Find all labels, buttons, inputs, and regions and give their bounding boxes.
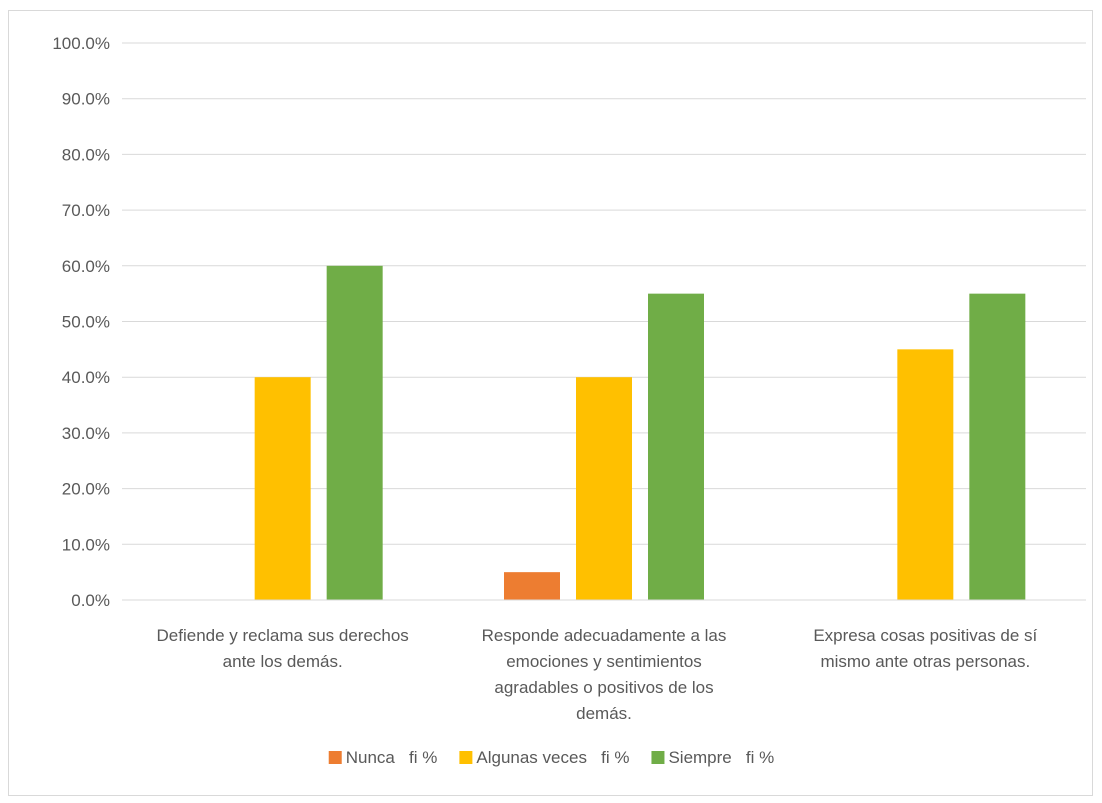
bar [326,265,383,600]
bar-chart: 0.0% 10.0% 20.0% 30.0% 40.0% 50.0% 60.0% 70.0% 8… [52,34,1086,767]
legend-swatch [651,751,665,764]
y-tick-label: 70.0% [62,201,110,220]
legend-label: Nunca fi % [346,748,438,767]
x-category-label: Responde adecuadamente a las emociones y … [482,626,727,723]
y-tick-label: 80.0% [62,145,110,164]
legend-swatch [328,751,342,764]
legend-item: Siempre fi % [651,748,774,767]
legend-item: Nunca fi % [328,748,438,767]
legend-label: Algunas veces fi % [476,748,629,767]
y-tick-label: 30.0% [62,424,110,443]
bar [576,377,632,600]
bar [969,293,1026,600]
y-tick-label: 100.0% [52,34,110,53]
bar [504,572,560,600]
y-tick-label: 0.0% [71,591,110,610]
y-tick-label: 40.0% [62,368,110,387]
x-category-label: Expresa cosas positivas de sí mismo ante … [813,626,1037,671]
bar [897,349,954,600]
y-tick-label: 90.0% [62,90,110,109]
legend-swatch [459,751,473,764]
x-axis-category-labels: Defiende y reclama sus derechos ante los … [157,626,1038,723]
y-tick-label: 60.0% [62,257,110,276]
bar [648,293,704,600]
bar [254,377,311,600]
y-tick-label: 10.0% [62,535,110,554]
legend-item: Algunas veces fi % [459,748,629,767]
bars [254,265,1026,600]
chart-frame: 0.0% 10.0% 20.0% 30.0% 40.0% 50.0% 60.0% 70.0% 8… [8,10,1093,796]
x-category-label: Defiende y reclama sus derechos ante los … [157,626,409,671]
y-tick-label: 50.0% [62,313,110,332]
legend: Nunca fi % Algunas veces fi % Siempre fi % [328,748,774,767]
legend-label: Siempre fi % [668,748,774,767]
y-axis-tick-labels: 0.0% 10.0% 20.0% 30.0% 40.0% 50.0% 60.0% 70.0% 8… [52,34,110,610]
y-tick-label: 20.0% [62,480,110,499]
